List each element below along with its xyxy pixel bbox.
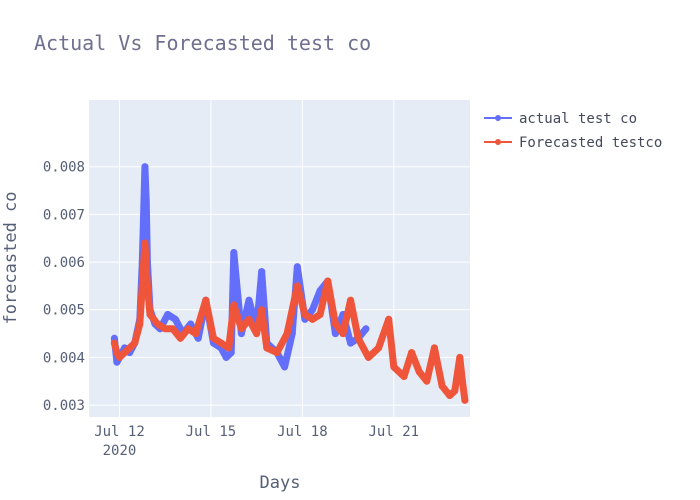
data-point <box>309 306 316 314</box>
data-point <box>364 353 372 361</box>
legend-item-actual[interactable]: actual test co <box>484 111 637 127</box>
data-point <box>446 392 454 399</box>
x-tick-label: Jul 15 <box>186 424 237 440</box>
x-tick-label: Jul 12 <box>94 424 145 440</box>
data-point <box>169 325 177 333</box>
data-point <box>438 382 446 390</box>
data-point <box>331 330 339 338</box>
data-point <box>210 334 217 342</box>
x-tick-layer: Jul 12 2020 Jul 15 Jul 18 Jul 21 <box>94 424 419 459</box>
legend[interactable]: actual test co Forecasted testco <box>484 111 662 151</box>
data-point <box>146 311 154 318</box>
data-point <box>456 353 464 361</box>
data-point <box>222 353 230 361</box>
data-point <box>110 334 118 342</box>
y-tick-label: 0.005 <box>43 303 85 319</box>
data-point <box>375 344 383 352</box>
data-point <box>126 344 134 352</box>
legend-label-forecast: Forecasted testco <box>519 135 662 151</box>
data-point <box>230 301 238 309</box>
series-forecast <box>110 239 469 404</box>
data-point <box>116 353 123 361</box>
y-tick-label: 0.007 <box>43 207 85 223</box>
y-axis-label: forecasted co <box>1 191 21 324</box>
data-point <box>253 330 261 338</box>
y-tick-label: 0.008 <box>43 160 85 176</box>
data-point <box>110 339 118 347</box>
data-point <box>331 320 339 328</box>
data-point <box>230 249 238 256</box>
data-point <box>202 296 210 304</box>
data-point <box>423 377 431 385</box>
data-point <box>390 363 398 371</box>
data-point <box>273 349 281 357</box>
data-point <box>237 330 245 338</box>
series-layer <box>110 163 469 404</box>
data-point <box>281 363 289 371</box>
data-point <box>143 282 151 290</box>
data-point <box>138 282 146 290</box>
data-point <box>142 196 150 204</box>
data-point <box>293 282 301 290</box>
data-point <box>309 315 316 323</box>
data-point <box>316 311 324 318</box>
data-point <box>461 396 469 404</box>
data-point <box>263 344 271 352</box>
x-tick-sublabel: 2020 <box>103 443 137 459</box>
data-point <box>362 325 370 333</box>
data-point <box>258 306 266 314</box>
data-point <box>408 349 416 357</box>
data-point <box>217 339 225 347</box>
data-point <box>354 334 362 342</box>
data-point <box>237 325 245 333</box>
data-point <box>339 330 347 338</box>
legend-marker-forecast <box>495 139 501 145</box>
data-point <box>283 330 291 338</box>
data-point <box>324 277 332 285</box>
legend-label-actual: actual test co <box>519 111 637 127</box>
data-point <box>176 334 184 342</box>
legend-item-forecast[interactable]: Forecasted testco <box>484 135 662 151</box>
data-point <box>400 373 408 380</box>
data-point <box>171 315 179 323</box>
y-tick-label: 0.004 <box>43 350 85 366</box>
data-point <box>184 325 192 333</box>
data-point <box>347 339 355 347</box>
data-point <box>136 320 144 328</box>
data-point <box>458 377 466 385</box>
y-tick-label: 0.003 <box>43 398 85 414</box>
data-point <box>131 339 139 347</box>
legend-marker-actual <box>495 115 501 121</box>
data-point <box>225 344 233 352</box>
data-point <box>154 320 162 328</box>
data-point <box>141 239 149 247</box>
data-point <box>121 349 129 357</box>
data-point <box>347 296 355 304</box>
x-tick-label: Jul 18 <box>277 424 328 440</box>
data-point <box>164 311 172 318</box>
y-tick-layer: 0.003 0.004 0.005 0.006 0.007 0.008 <box>43 160 85 414</box>
x-axis-label: Days <box>260 473 301 493</box>
data-point <box>301 311 309 318</box>
chart-title: Actual Vs Forecasted test co <box>34 31 371 55</box>
data-point <box>293 263 301 271</box>
data-point <box>141 163 149 171</box>
data-point <box>192 330 200 338</box>
data-point <box>245 315 253 323</box>
data-point <box>385 315 393 323</box>
data-point <box>451 387 459 395</box>
data-point <box>258 268 266 276</box>
data-point <box>245 296 253 304</box>
data-point <box>415 368 423 376</box>
data-point <box>161 325 169 333</box>
x-tick-label: Jul 21 <box>369 424 420 440</box>
data-point <box>430 344 438 352</box>
y-tick-label: 0.006 <box>43 255 85 271</box>
